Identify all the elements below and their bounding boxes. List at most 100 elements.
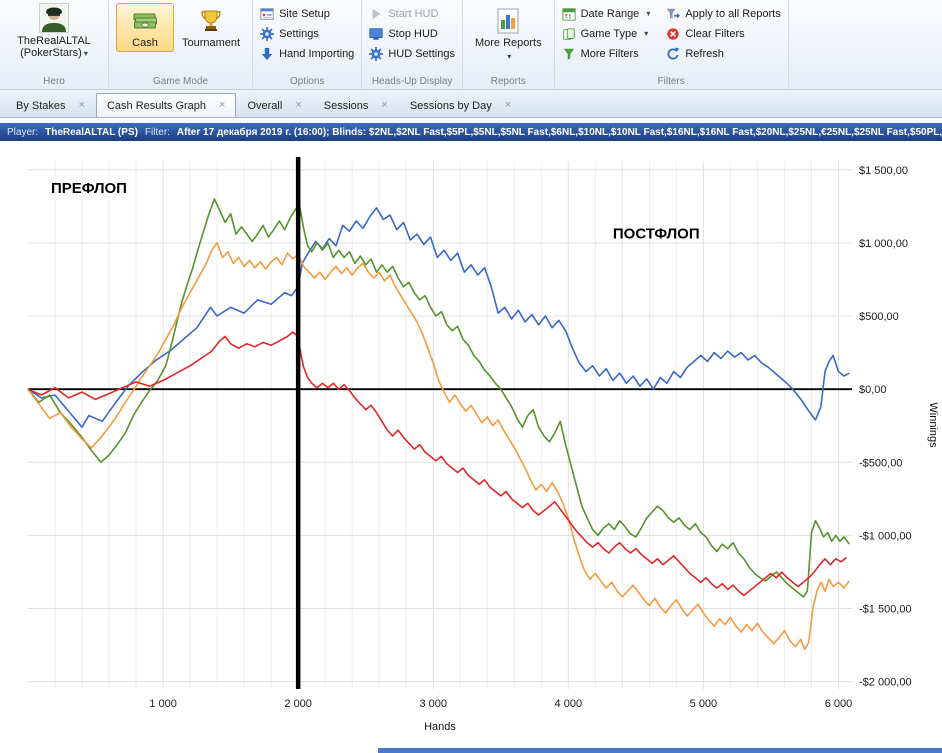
bottom-scrollbar[interactable] xyxy=(378,748,942,753)
group-label-options: Options xyxy=(289,76,325,87)
svg-text:4 000: 4 000 xyxy=(555,698,583,710)
group-label-filters: Filters xyxy=(657,76,685,87)
group-label-game-mode: Game Mode xyxy=(153,76,209,87)
tab-close-icon[interactable]: × xyxy=(219,99,226,111)
tab-overall[interactable]: Overall × xyxy=(236,93,312,117)
site-setup-icon xyxy=(260,7,274,21)
clear-filters-button[interactable]: Clear Filters xyxy=(666,25,780,42)
report-tab-bar: By Stakes × Cash Results Graph × Overall… xyxy=(0,90,942,118)
more-reports-button[interactable]: More Reports ▾ xyxy=(470,3,547,64)
more-filters-label: More Filters xyxy=(580,47,639,60)
svg-text:5 000: 5 000 xyxy=(690,698,718,710)
svg-text:-$1 000,00: -$1 000,00 xyxy=(859,530,912,542)
svg-text:ПРЕФЛОП: ПРЕФЛОП xyxy=(51,180,127,197)
hero-site: (PokerStars) xyxy=(20,47,82,59)
tab-close-icon[interactable]: × xyxy=(381,99,388,111)
stop-hud-label: Stop HUD xyxy=(388,27,438,40)
game-type-button[interactable]: Game Type ▾ xyxy=(562,25,651,42)
tab-cash-results-graph[interactable]: Cash Results Graph × xyxy=(95,93,237,117)
hand-importing-button[interactable]: Hand Importing xyxy=(260,45,354,62)
results-graph: 1 000 2 000 3 000 4 000 5 000 6 000 $1 500,00 $… xyxy=(27,157,912,710)
hero-selector[interactable]: TheRealALTAL (PokerStars) ▾ xyxy=(7,3,101,60)
clear-filters-label: Clear Filters xyxy=(685,27,745,40)
group-label-reports: Reports xyxy=(490,76,526,87)
game-type-label: Game Type xyxy=(580,27,638,40)
trophy-icon xyxy=(198,8,224,34)
svg-text:6 000: 6 000 xyxy=(825,698,853,710)
group-label-hud: Heads-Up Display xyxy=(371,76,453,87)
cash-mode-button[interactable]: Cash xyxy=(116,3,174,52)
start-hud-button[interactable]: Start HUD xyxy=(369,5,455,22)
filter-summary-bar[interactable]: Player: TheRealALTAL (PS) Filter: After … xyxy=(0,123,942,141)
svg-text:$500,00: $500,00 xyxy=(859,311,899,323)
site-setup-label: Site Setup xyxy=(279,7,330,20)
tab-sessions-by-day[interactable]: Sessions by Day × xyxy=(399,93,522,117)
calendar-icon xyxy=(562,7,576,21)
svg-text:$1 500,00: $1 500,00 xyxy=(859,165,908,177)
ribbon-toolbar: TheRealALTAL (PokerStars) ▾ Hero xyxy=(0,0,942,90)
more-filters-button[interactable]: More Filters xyxy=(562,45,651,62)
refresh-icon xyxy=(666,46,680,61)
start-hud-label: Start HUD xyxy=(388,7,439,20)
tab-label: Sessions by Day xyxy=(409,99,492,112)
x-axis-title: Hands xyxy=(424,721,456,733)
spacer xyxy=(0,118,942,123)
tab-close-icon[interactable]: × xyxy=(78,99,85,111)
ribbon-group-hero: TheRealALTAL (PokerStars) ▾ Hero xyxy=(0,0,109,89)
ribbon-group-reports: More Reports ▾ Reports xyxy=(463,0,555,89)
refresh-button[interactable]: Refresh xyxy=(666,45,780,62)
results-graph-panel: 1 000 2 000 3 000 4 000 5 000 6 000 $1 500,00 $… xyxy=(0,141,942,753)
hud-settings-label: HUD Settings xyxy=(388,47,455,60)
tournament-label: Tournament xyxy=(182,37,241,49)
chevron-down-icon: ▾ xyxy=(646,9,651,18)
hud-settings-button[interactable]: HUD Settings xyxy=(369,45,455,62)
stop-hud-button[interactable]: Stop HUD xyxy=(369,25,455,42)
site-setup-button[interactable]: Site Setup xyxy=(260,5,354,22)
tab-close-icon[interactable]: × xyxy=(504,99,512,111)
tab-by-stakes[interactable]: By Stakes × xyxy=(5,93,96,117)
player-value: TheRealALTAL (PS) xyxy=(45,126,138,138)
more-reports-label: More Reports xyxy=(474,37,542,49)
svg-text:1 000: 1 000 xyxy=(149,698,177,710)
chevron-down-icon: ▾ xyxy=(644,29,649,38)
ribbon-group-hud: Start HUD Stop HUD xyxy=(362,0,463,89)
tab-sessions[interactable]: Sessions × xyxy=(313,93,399,117)
group-label-hero: Hero xyxy=(43,76,65,87)
settings-label: Settings xyxy=(279,27,319,40)
avatar-icon xyxy=(39,3,69,33)
gear-icon xyxy=(260,26,275,41)
chevron-down-icon: ▾ xyxy=(83,49,88,58)
svg-text:-$2 000,00: -$2 000,00 xyxy=(859,677,912,689)
date-range-label: Date Range xyxy=(580,7,640,20)
cash-label: Cash xyxy=(132,37,158,49)
tab-label: Sessions xyxy=(323,99,369,112)
svg-text:2 000: 2 000 xyxy=(284,698,312,710)
refresh-label: Refresh xyxy=(685,47,724,60)
hud-screen-icon xyxy=(369,27,383,41)
filter-value: After 17 декабря 2019 г. (16:00); Blinds… xyxy=(176,126,942,138)
player-label: Player: xyxy=(7,126,39,138)
date-range-button[interactable]: Date Range ▾ xyxy=(562,5,651,22)
filter-label: Filter: xyxy=(144,126,170,138)
chevron-down-icon: ▾ xyxy=(507,52,512,61)
svg-text:$0,00: $0,00 xyxy=(859,384,887,396)
svg-text:3 000: 3 000 xyxy=(419,698,447,710)
apply-to-all-reports-button[interactable]: Apply to all Reports xyxy=(666,5,781,22)
y-axis-title: Winnings xyxy=(927,402,939,448)
tab-close-icon[interactable]: × xyxy=(295,99,302,111)
play-icon xyxy=(369,7,383,21)
funnel-arrow-icon xyxy=(666,7,681,21)
tab-label: Cash Results Graph xyxy=(106,99,207,112)
tournament-mode-button[interactable]: Tournament xyxy=(177,3,245,52)
ribbon-group-game-mode: Cash Tournament xyxy=(109,0,254,89)
ribbon-group-options: Site Setup xyxy=(253,0,363,89)
hero-name: TheRealALTAL xyxy=(17,35,91,47)
tab-label: By Stakes xyxy=(16,99,66,112)
import-arrow-icon xyxy=(260,47,274,61)
svg-text:$1 000,00: $1 000,00 xyxy=(859,238,908,250)
reports-icon xyxy=(496,8,520,34)
cash-icon xyxy=(132,8,158,34)
svg-text:-$1 500,00: -$1 500,00 xyxy=(859,604,912,616)
gear-icon xyxy=(369,46,384,61)
settings-button[interactable]: Settings xyxy=(260,25,354,42)
